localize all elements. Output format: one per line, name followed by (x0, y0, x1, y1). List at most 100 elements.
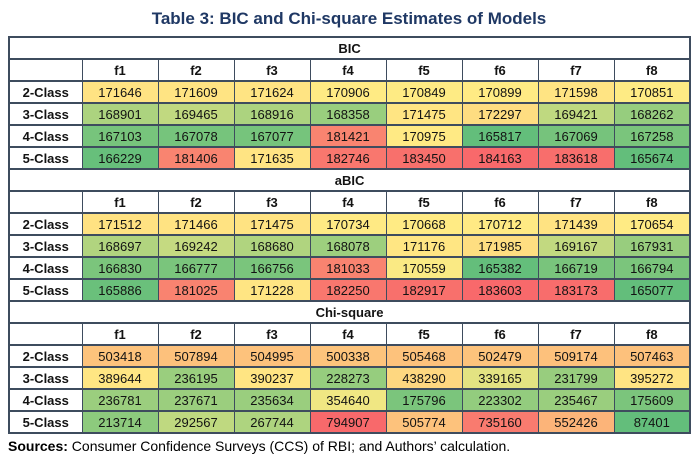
row-label-cell: 3-Class (8, 102, 83, 126)
value-cell: 175796 (385, 388, 463, 412)
value-cell: 170906 (309, 80, 387, 104)
row-label-cell: 2-Class (8, 344, 83, 368)
value-cell: 175609 (613, 388, 691, 412)
value-cell: 167103 (81, 124, 159, 148)
row-label-cell: 4-Class (8, 388, 83, 412)
column-header-cell: f7 (537, 322, 615, 346)
column-header-cell: f6 (461, 190, 539, 214)
value-cell: 502479 (461, 344, 539, 368)
value-cell: 171475 (233, 212, 311, 236)
value-cell: 165382 (461, 256, 539, 280)
value-cell: 509174 (537, 344, 615, 368)
table-row: 2-Class 503418 507894 504995 500338 505468 502… (8, 344, 691, 368)
value-cell: 169421 (537, 102, 615, 126)
value-cell: 183450 (385, 146, 463, 170)
section-title-abic: aBIC (8, 168, 691, 192)
row-label-cell: 2-Class (8, 212, 83, 236)
column-header-cell: f2 (157, 322, 235, 346)
column-header-cell: f4 (309, 58, 387, 82)
row-label-cell: 4-Class (8, 124, 83, 148)
value-cell: 166777 (157, 256, 235, 280)
table-row: 3-Class 168697 169242 168680 168078 171176 171… (8, 234, 691, 258)
value-cell: 170654 (613, 212, 691, 236)
section-header-row: BIC (8, 36, 691, 60)
value-cell: 168680 (233, 234, 311, 258)
value-cell: 170559 (385, 256, 463, 280)
value-cell: 504995 (233, 344, 311, 368)
sources-note: Sources: Consumer Confidence Surveys (CC… (8, 438, 698, 454)
page: Table 3: BIC and Chi-square Estimates of… (0, 9, 698, 454)
value-cell: 171624 (233, 80, 311, 104)
value-cell: 505774 (385, 410, 463, 434)
table-row: 5-Class 165886 181025 171228 182250 182917 183… (8, 278, 691, 302)
corner-cell (8, 322, 83, 346)
value-cell: 503418 (81, 344, 159, 368)
row-label-cell: 5-Class (8, 146, 83, 170)
column-header-cell: f3 (233, 58, 311, 82)
value-cell: 292567 (157, 410, 235, 434)
value-cell: 169167 (537, 234, 615, 258)
column-header-cell: f1 (81, 322, 159, 346)
value-cell: 182250 (309, 278, 387, 302)
column-header-cell: f5 (385, 58, 463, 82)
value-cell: 170851 (613, 80, 691, 104)
value-cell: 181033 (309, 256, 387, 280)
sources-label: Sources: (8, 438, 68, 454)
column-header-cell: f4 (309, 322, 387, 346)
value-cell: 182917 (385, 278, 463, 302)
value-cell: 169242 (157, 234, 235, 258)
value-cell: 181421 (309, 124, 387, 148)
column-header-cell: f3 (233, 322, 311, 346)
value-cell: 170849 (385, 80, 463, 104)
value-cell: 171439 (537, 212, 615, 236)
value-cell: 183173 (537, 278, 615, 302)
value-cell: 167077 (233, 124, 311, 148)
column-header-cell: f1 (81, 190, 159, 214)
table-row: 4-Class 236781 237671 235634 354640 175796 223… (8, 388, 691, 412)
value-cell: 171646 (81, 80, 159, 104)
value-cell: 166756 (233, 256, 311, 280)
value-cell: 735160 (461, 410, 539, 434)
value-cell: 168901 (81, 102, 159, 126)
value-cell: 395272 (613, 366, 691, 390)
value-cell: 166830 (81, 256, 159, 280)
value-cell: 237671 (157, 388, 235, 412)
value-cell: 390237 (233, 366, 311, 390)
value-cell: 168697 (81, 234, 159, 258)
column-header-row: f1 f2 f3 f4 f5 f6 f7 f8 (8, 58, 691, 82)
column-header-cell: f5 (385, 190, 463, 214)
value-cell: 165886 (81, 278, 159, 302)
value-cell: 235467 (537, 388, 615, 412)
value-cell: 171512 (81, 212, 159, 236)
value-cell: 231799 (537, 366, 615, 390)
corner-cell (8, 190, 83, 214)
value-cell: 170712 (461, 212, 539, 236)
value-cell: 500338 (309, 344, 387, 368)
row-label-cell: 4-Class (8, 256, 83, 280)
table-row: 2-Class 171646 171609 171624 170906 170849 170… (8, 80, 691, 104)
column-header-row: f1 f2 f3 f4 f5 f6 f7 f8 (8, 322, 691, 346)
corner-cell (8, 58, 83, 82)
column-header-cell: f7 (537, 58, 615, 82)
page-title: Table 3: BIC and Chi-square Estimates of… (151, 9, 547, 28)
column-header-cell: f6 (461, 322, 539, 346)
value-cell: 181025 (157, 278, 235, 302)
value-cell: 339165 (461, 366, 539, 390)
estimates-table-body: BIC f1 f2 f3 f4 f5 f6 f7 f8 2-Class 171646 171609 17… (8, 36, 691, 434)
column-header-cell: f3 (233, 190, 311, 214)
table-row: 5-Class 213714 292567 267744 794907 505774 735… (8, 410, 691, 434)
value-cell: 168358 (309, 102, 387, 126)
section-title-chi-square: Chi-square (8, 300, 691, 324)
row-label-cell: 5-Class (8, 278, 83, 302)
value-cell: 170899 (461, 80, 539, 104)
value-cell: 507894 (157, 344, 235, 368)
value-cell: 171635 (233, 146, 311, 170)
value-cell: 87401 (613, 410, 691, 434)
section-header-row: aBIC (8, 168, 691, 192)
value-cell: 235634 (233, 388, 311, 412)
column-header-cell: f5 (385, 322, 463, 346)
value-cell: 171228 (233, 278, 311, 302)
column-header-cell: f2 (157, 190, 235, 214)
estimates-table: BIC f1 f2 f3 f4 f5 f6 f7 f8 2-Class 171646 171609 17… (8, 36, 692, 434)
value-cell: 165674 (613, 146, 691, 170)
